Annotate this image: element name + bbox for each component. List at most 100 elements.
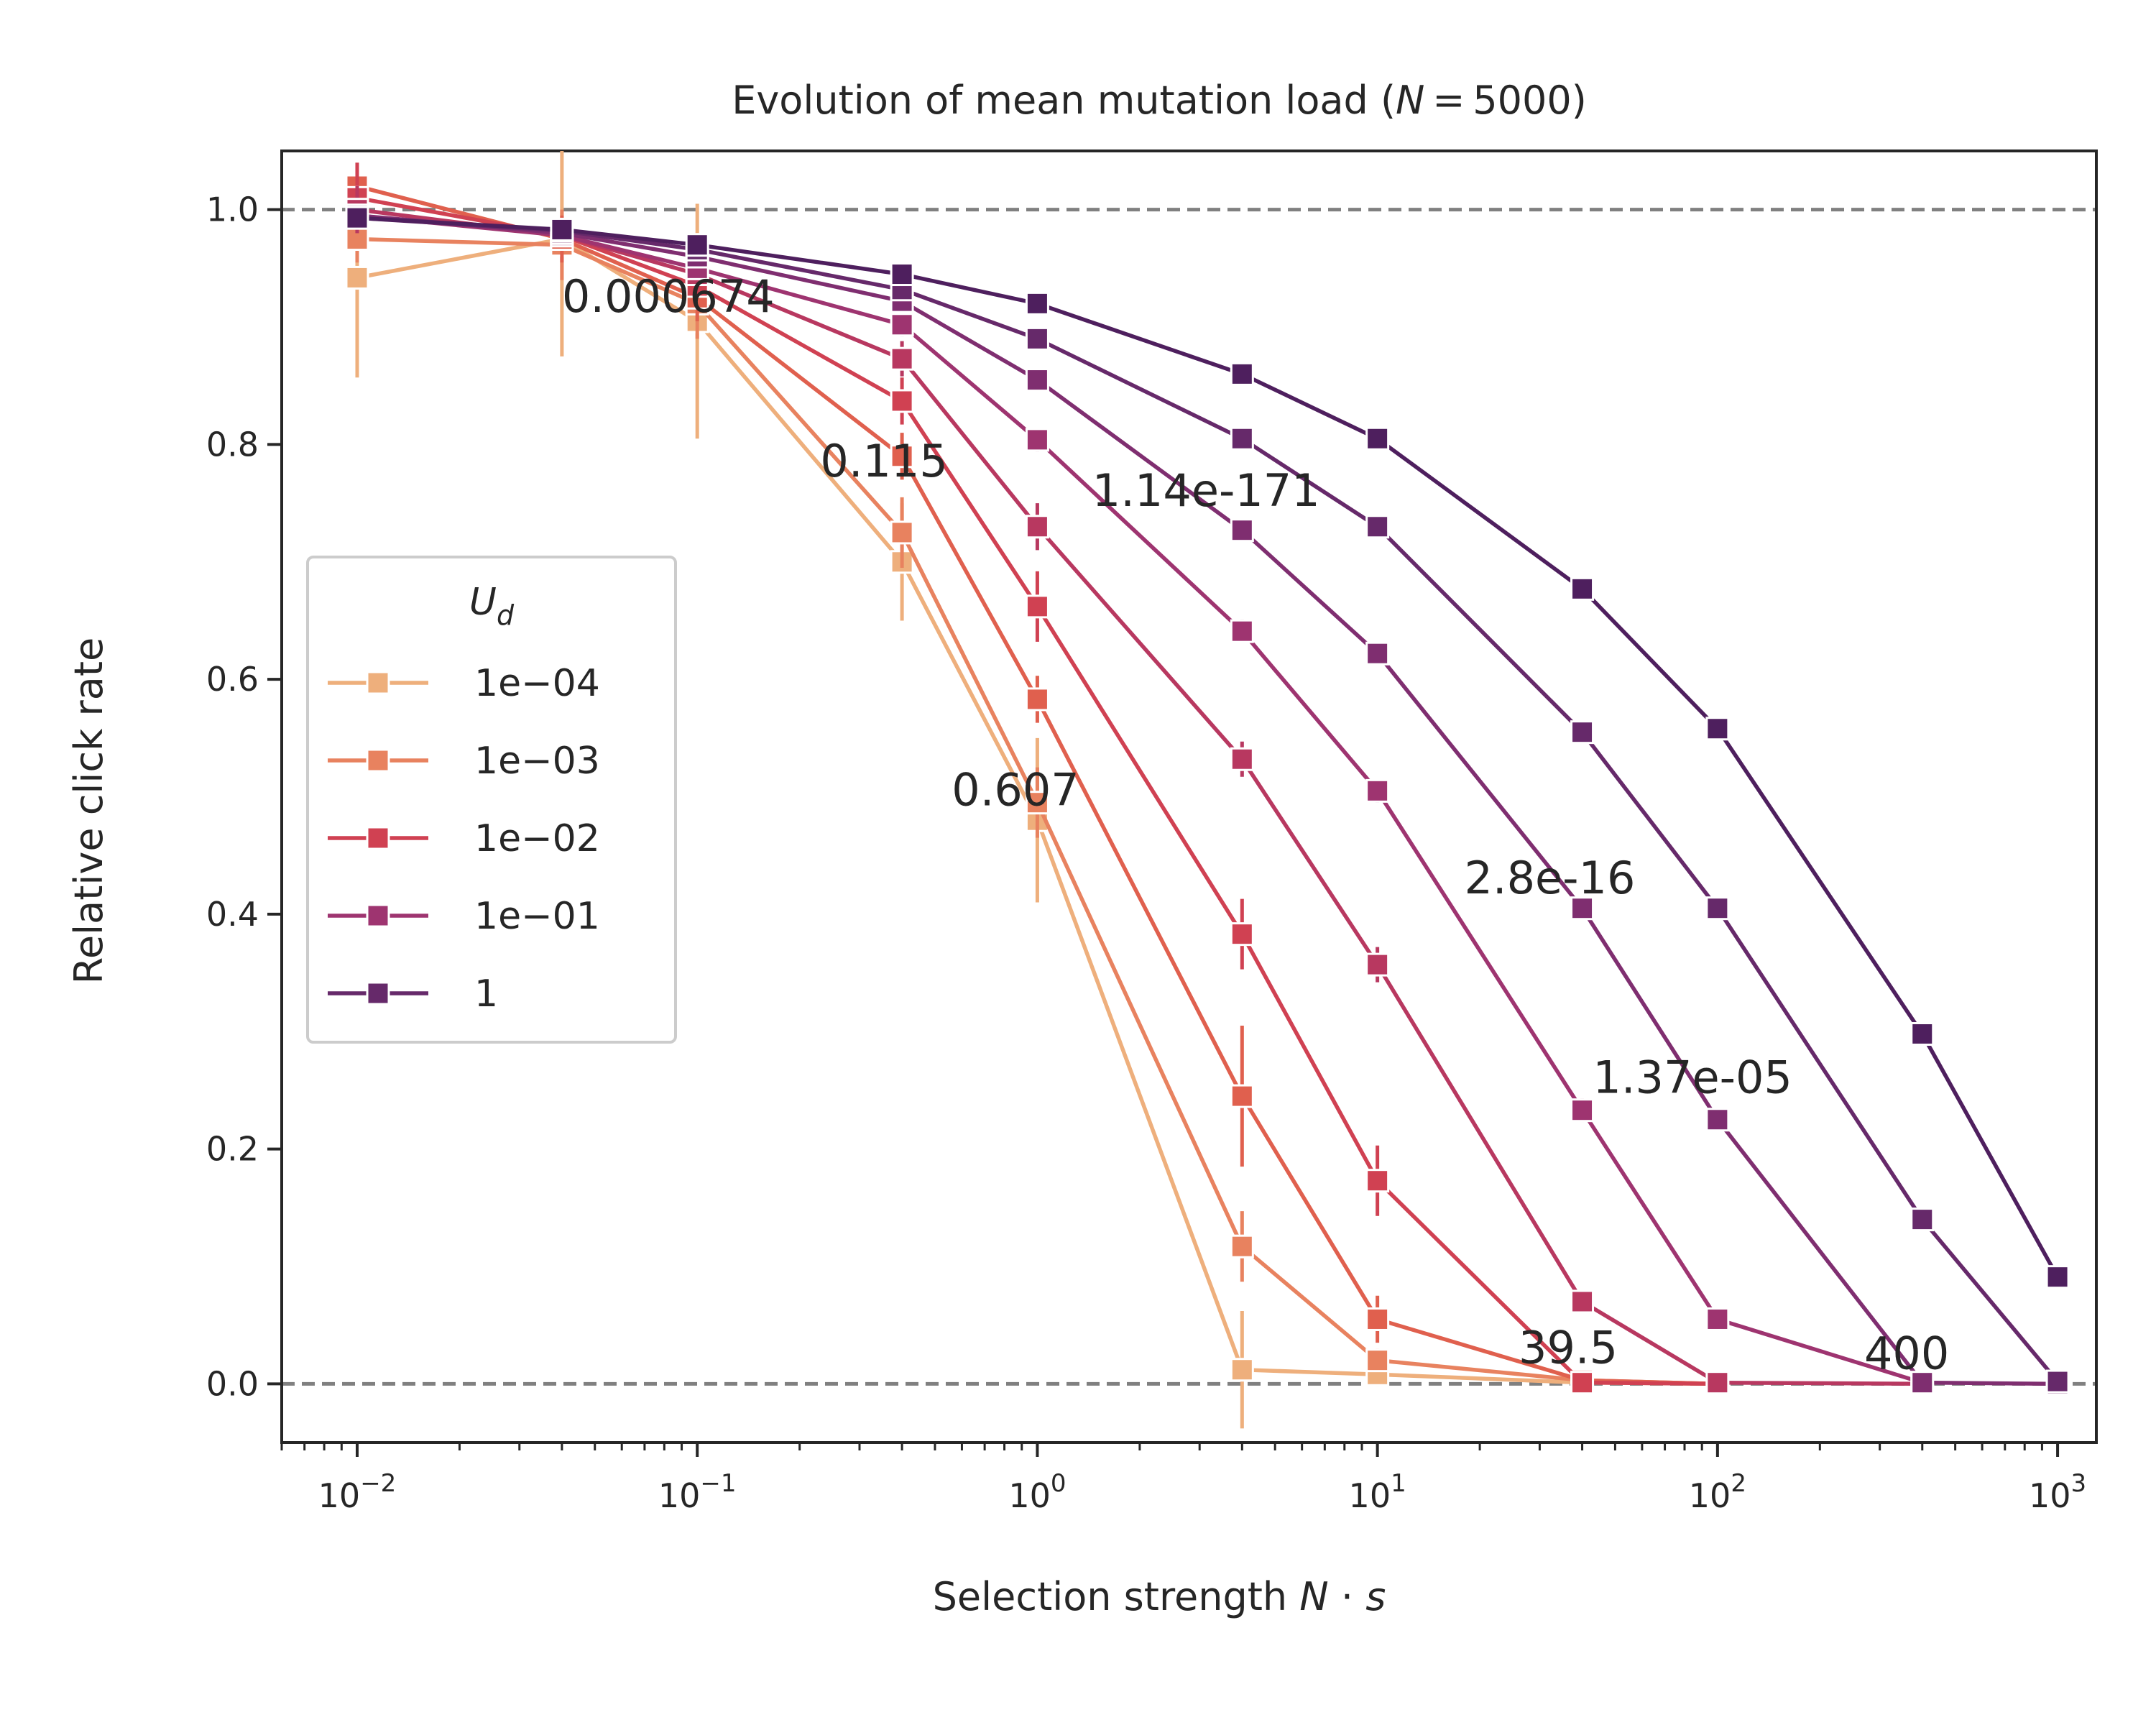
- y-tick-label-0: 0.0: [206, 1364, 259, 1403]
- annotation-6: 39.5: [1519, 1321, 1618, 1374]
- legend-label-4: 1: [474, 972, 498, 1016]
- data-point: [1025, 791, 1049, 815]
- data-point: [1365, 641, 1390, 666]
- data-point: [1910, 1371, 1935, 1395]
- data-point: [2045, 1265, 2070, 1289]
- data-point: [1570, 576, 1595, 601]
- data-point: [1570, 1371, 1595, 1395]
- data-point: [1365, 426, 1390, 451]
- x-axis: 10−2 10−1 100 101 102 103: [280, 1443, 2086, 1515]
- data-point: [1365, 1348, 1390, 1373]
- series-8: [345, 206, 2070, 1289]
- annotation-1: 0.115: [820, 435, 948, 487]
- data-point: [1230, 1084, 1254, 1108]
- legend-item-0: 1e−04: [328, 662, 600, 705]
- annotation-7: 400: [1864, 1327, 1949, 1379]
- data-point: [1570, 720, 1595, 745]
- data-point: [1230, 362, 1254, 386]
- data-point: [1230, 1234, 1254, 1259]
- legend-item-3: 1e−01: [328, 895, 600, 938]
- data-point: [1910, 1021, 1935, 1046]
- data-point: [1705, 1108, 1730, 1132]
- legend-swatch-marker: [366, 671, 390, 695]
- data-point: [2045, 1369, 2070, 1394]
- legend-item-4: 1: [328, 972, 498, 1016]
- data-point: [1705, 1307, 1730, 1331]
- annotation-2: 1.14e-171: [1092, 464, 1320, 517]
- series-line-5: [356, 213, 1923, 1385]
- legend-label-1: 1e−03: [474, 740, 600, 783]
- data-point: [1570, 1289, 1595, 1314]
- data-point: [890, 346, 914, 371]
- legend-swatch-marker: [366, 903, 390, 928]
- data-point: [1365, 515, 1390, 539]
- data-point: [890, 389, 914, 413]
- data-point: [685, 233, 709, 257]
- chart-title: Evolution of mean mutation load (N = 500…: [732, 78, 1587, 123]
- data-point: [890, 313, 914, 337]
- legend-swatch-marker: [366, 826, 390, 850]
- series-layer: [345, 151, 2070, 1429]
- y-tick-label-4: 0.8: [206, 425, 259, 464]
- data-point: [1025, 368, 1049, 392]
- legend-item-2: 1e−02: [328, 817, 600, 860]
- legend-swatch-marker: [366, 981, 390, 1006]
- legend-swatch-marker: [366, 748, 390, 773]
- data-point: [1230, 619, 1254, 643]
- data-point: [1025, 687, 1049, 712]
- data-point: [1365, 1307, 1390, 1331]
- data-point: [1025, 326, 1049, 351]
- legend-label-0: 1e−04: [474, 662, 600, 705]
- y-axis: 0.0 0.2 0.4 0.6 0.8 1.0: [206, 190, 282, 1403]
- data-point: [550, 217, 574, 242]
- legend: Ud 1e−04 1e−03 1e−02 1e−01 1: [306, 556, 677, 1044]
- data-point: [890, 520, 914, 545]
- legend-item-1: 1e−03: [328, 740, 600, 783]
- data-point: [1230, 518, 1254, 543]
- data-point: [1705, 1371, 1730, 1395]
- data-point: [1025, 515, 1049, 539]
- data-point: [890, 444, 914, 469]
- data-point: [1025, 428, 1049, 452]
- x-tick-label-4: 102: [1689, 1469, 1746, 1515]
- data-point: [345, 206, 369, 230]
- data-point: [1705, 896, 1730, 921]
- data-point: [1705, 717, 1730, 741]
- data-point: [1230, 747, 1254, 771]
- data-point: [890, 262, 914, 287]
- data-point: [1570, 1098, 1595, 1123]
- series-line-4: [356, 207, 1922, 1386]
- data-point: [1365, 1169, 1390, 1193]
- data-point: [1230, 1358, 1254, 1382]
- x-tick-label-0: 10−2: [318, 1469, 397, 1515]
- annotation-layer: 0.000674 0.115 1.14e-171 0.607 2.8e-16 1.37e-…: [562, 270, 1949, 1379]
- x-axis-label: Selection strength N · s: [933, 1574, 1386, 1619]
- annotation-5: 1.37e-05: [1593, 1052, 1792, 1104]
- data-point: [1025, 291, 1049, 316]
- plot-frame: [280, 150, 2098, 1444]
- data-point: [345, 265, 369, 290]
- legend-label-2: 1e−02: [474, 817, 600, 860]
- legend-title: Ud: [469, 581, 515, 631]
- legend-label-3: 1e−01: [474, 895, 600, 938]
- data-point: [1025, 594, 1049, 619]
- x-tick-label-1: 10−1: [658, 1469, 737, 1515]
- data-point: [1570, 896, 1595, 921]
- y-tick-label-3: 0.6: [206, 660, 259, 699]
- annotation-4: 2.8e-16: [1464, 852, 1635, 904]
- y-axis-label: Relative click rate: [66, 638, 111, 984]
- y-tick-label-1: 0.2: [206, 1130, 259, 1169]
- data-point: [1910, 1208, 1935, 1232]
- annotation-0: 0.000674: [562, 270, 775, 323]
- legend-box: [306, 556, 677, 1044]
- x-tick-label-2: 100: [1008, 1469, 1066, 1515]
- data-point: [1230, 922, 1254, 947]
- x-tick-label-5: 103: [2029, 1469, 2086, 1515]
- data-point: [1230, 426, 1254, 451]
- y-tick-label-2: 0.4: [206, 895, 259, 934]
- y-tick-label-5: 1.0: [206, 190, 259, 229]
- data-point: [1365, 952, 1390, 977]
- data-point: [1365, 778, 1390, 803]
- annotation-3: 0.607: [952, 763, 1079, 816]
